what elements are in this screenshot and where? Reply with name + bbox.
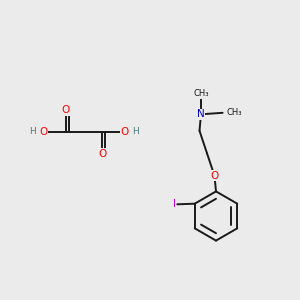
Text: O: O	[62, 105, 70, 116]
Text: CH₃: CH₃	[226, 108, 242, 117]
Text: O: O	[98, 148, 106, 159]
Text: H: H	[29, 128, 35, 136]
Text: I: I	[173, 199, 176, 209]
Text: H: H	[133, 128, 139, 136]
Text: N: N	[197, 109, 205, 119]
Text: O: O	[120, 127, 129, 137]
Text: CH₃: CH₃	[193, 89, 209, 98]
Text: O: O	[39, 127, 48, 137]
Text: O: O	[210, 171, 219, 181]
